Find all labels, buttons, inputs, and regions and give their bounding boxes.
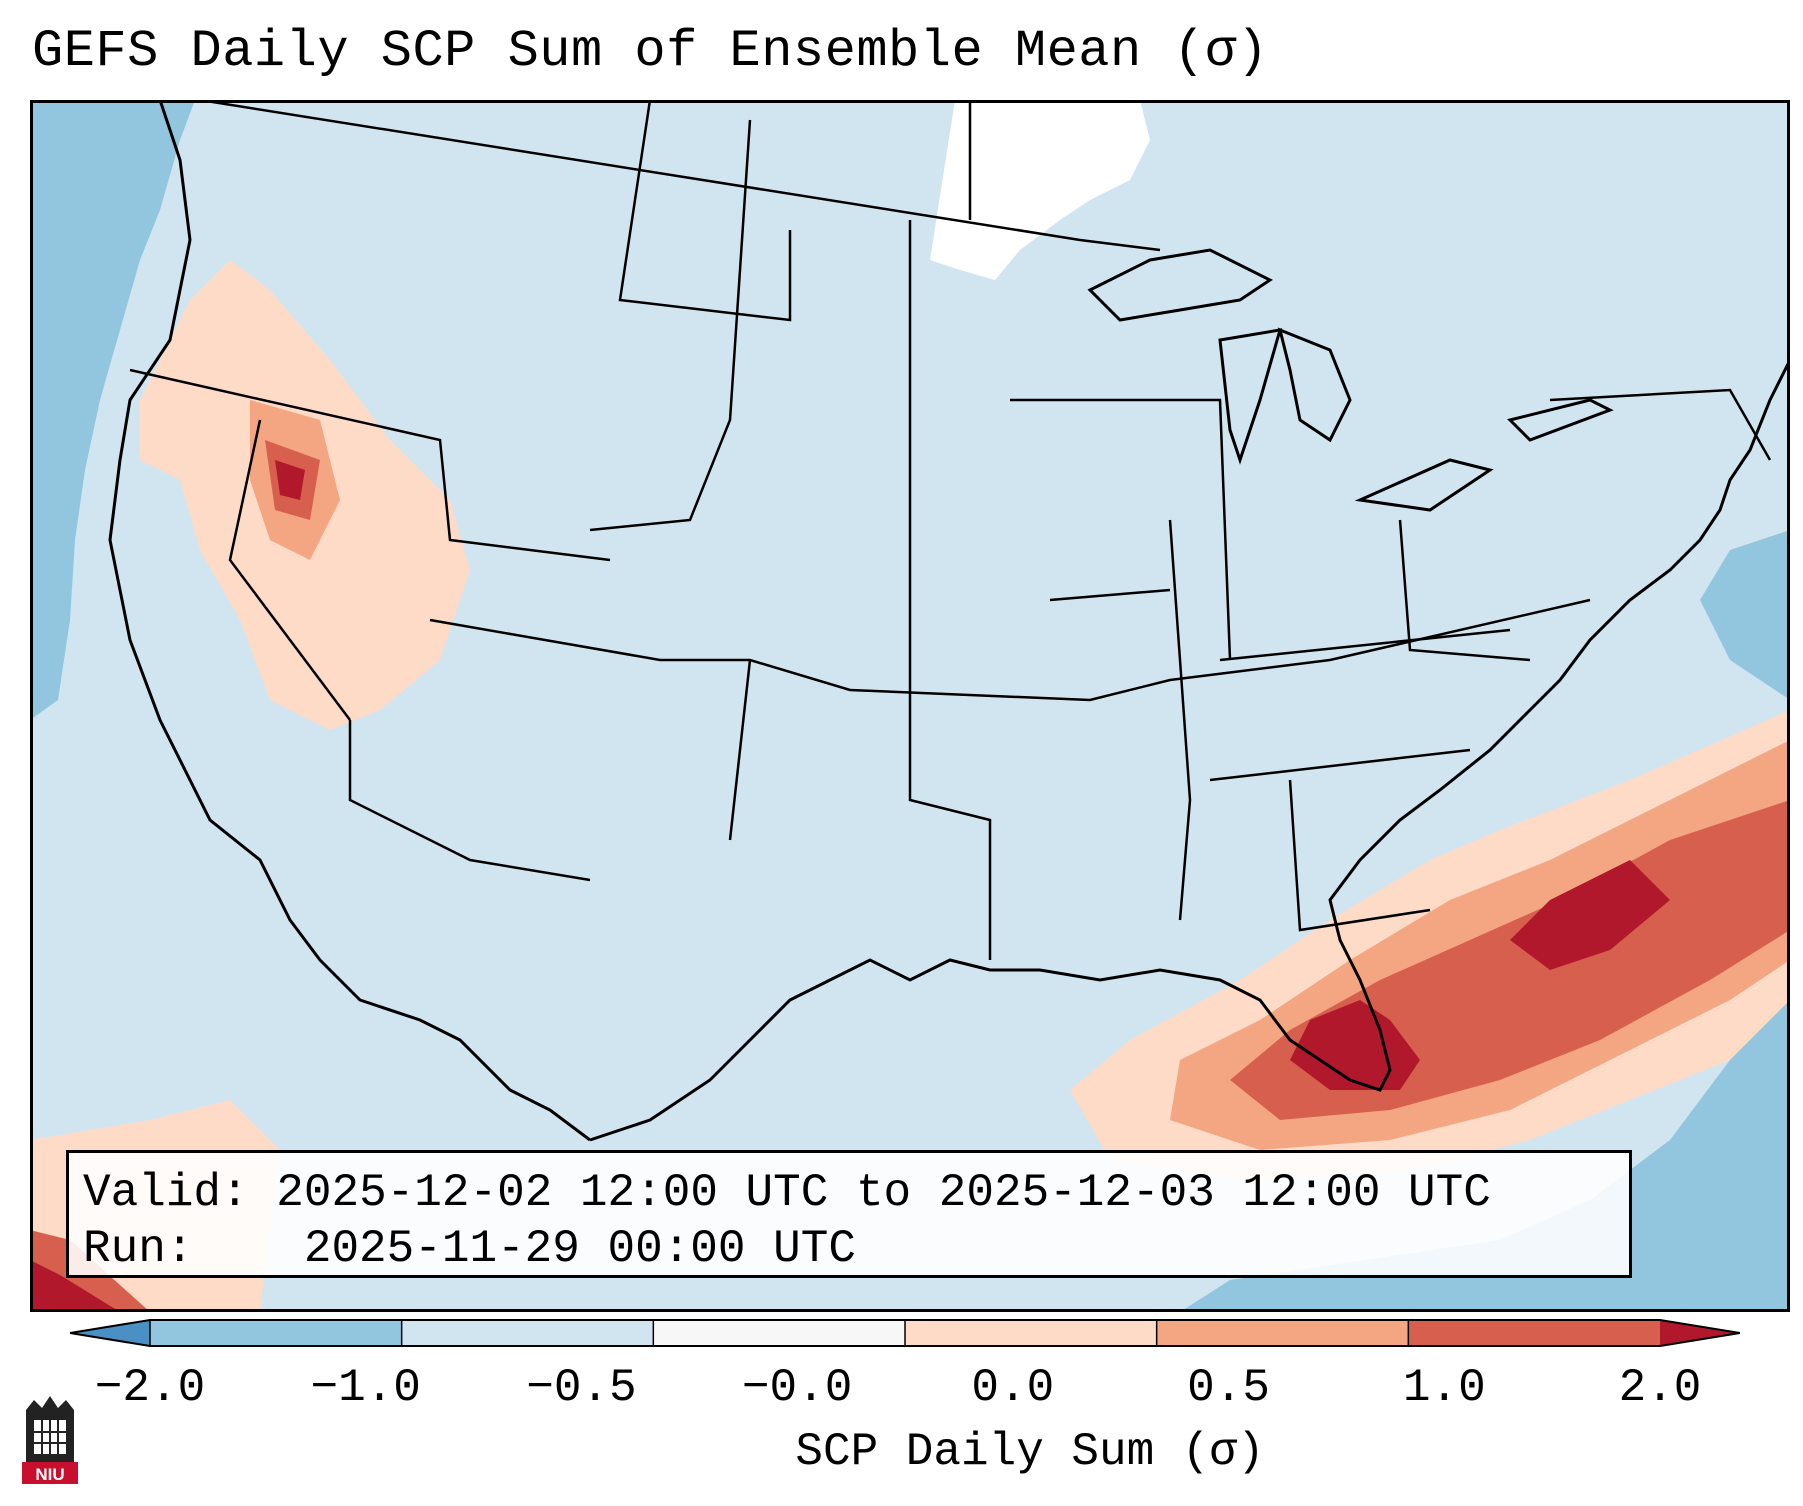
valid-label: Valid: [83, 1167, 249, 1219]
map-title: GEFS Daily SCP Sum of Ensemble Mean (σ) [32, 22, 1269, 81]
colorbar-segment [653, 1320, 905, 1346]
colorbar-segment [150, 1320, 402, 1346]
colorbar-extend-high [1660, 1320, 1740, 1346]
state-borders [129, 100, 1772, 960]
se-dark-red-region [1290, 860, 1670, 1090]
valid-line: Valid: 2025-12-02 12:00 UTC to 2025-12-0… [83, 1165, 1615, 1221]
nw-dark-red-region [275, 460, 305, 500]
map-frame [30, 100, 1790, 1312]
colorbar-segment [401, 1320, 654, 1346]
colorbar-label: SCP Daily Sum (σ) [795, 1426, 1265, 1478]
canada-white-region [930, 100, 1150, 280]
atlantic-blue-region [1700, 530, 1790, 700]
colorbar-tick-label: 0.5 [1187, 1362, 1270, 1414]
colorbar-segment [905, 1320, 1157, 1346]
validity-box: Valid: 2025-12-02 12:00 UTC to 2025-12-0… [66, 1150, 1632, 1278]
colorbar-segment [1408, 1320, 1660, 1346]
map-panel [30, 100, 1790, 1312]
colorbar-tick-label: −2.0 [94, 1362, 206, 1414]
colorbar-tick-label: −0.0 [741, 1362, 853, 1414]
colorbar-tick-label: −0.5 [526, 1362, 637, 1414]
niu-logo-text: NIU [35, 1465, 64, 1484]
colorbar-tick-label: 2.0 [1618, 1362, 1702, 1414]
sw-dark-red-region [30, 1260, 120, 1312]
run-line: Run: 2025-11-29 00:00 UTC [83, 1221, 1615, 1277]
run-label: Run: [83, 1223, 194, 1275]
pacific-blue-region [30, 100, 195, 720]
valid-value: 2025-12-02 12:00 UTC to 2025-12-03 12:00… [276, 1167, 1491, 1219]
colorbar-tick-label: −1.0 [310, 1362, 421, 1414]
colorbar-tick-label: 0.0 [971, 1362, 1055, 1414]
great-lakes [1087, 248, 1614, 512]
colorbar [70, 1319, 1740, 1347]
run-value: 2025-11-29 00:00 UTC [303, 1223, 856, 1275]
colorbar-segment [1156, 1320, 1409, 1346]
niu-logo: NIU [22, 1396, 78, 1484]
caribbean-blue-region [1180, 980, 1790, 1312]
us-outline [108, 100, 1790, 1142]
colorbar-extend-low [70, 1320, 150, 1346]
colorbar-tick-label: 1.0 [1402, 1362, 1486, 1414]
